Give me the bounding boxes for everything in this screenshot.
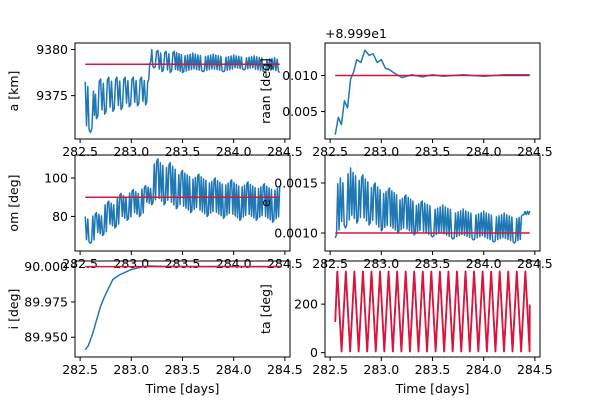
- y-axis-label-i: i [deg]: [6, 289, 21, 330]
- y-tick-label-raan: 0.005: [282, 104, 318, 119]
- x-tick-label-ta: 282.5: [312, 362, 348, 377]
- plot-area-a: [84, 48, 281, 134]
- x-tick-label-e: 282.5: [312, 256, 348, 271]
- x-tick-label-a: 284.0: [216, 144, 252, 159]
- x-tick-label-a: 283.5: [165, 144, 201, 159]
- x-tick-label-ta: 283.5: [415, 362, 451, 377]
- y-tick-label-om: 100: [44, 171, 68, 186]
- y-tick-label-om: 80: [52, 209, 68, 224]
- y-tick-label-e: 0.0015: [274, 176, 318, 191]
- x-tick-label-e: 284.5: [517, 256, 553, 271]
- y-axis-label-e: e: [258, 199, 273, 207]
- x-tick-label-a: 283.0: [113, 144, 149, 159]
- x-tick-label-ta: 284.5: [517, 362, 553, 377]
- x-tick-label-e: 283.0: [363, 256, 399, 271]
- plot-area-i: [84, 265, 280, 351]
- x-tick-label-ta: 283.0: [363, 362, 399, 377]
- x-tick-label-om: 283.5: [165, 256, 201, 271]
- subplot-grid: 282.5 283.0 283.5 284.0 284.5 9375 9380 a [km] 2…: [6, 26, 553, 396]
- x-tick-label-i: 283.0: [113, 362, 149, 377]
- y-tick-label-i: 89.975: [24, 294, 68, 309]
- x-tick-label-i: 283.5: [165, 362, 201, 377]
- plot-area-e: [334, 167, 531, 244]
- x-tick-label-e: 284.0: [466, 256, 502, 271]
- x-tick-label-raan: 284.5: [517, 144, 553, 159]
- plot-area-om: [84, 158, 281, 245]
- y-tick-label-raan: 0.010: [282, 68, 318, 83]
- x-tick-label-ta: 284.0: [466, 362, 502, 377]
- x-tick-label-a: 284.5: [267, 144, 303, 159]
- y-tick-label-ta: 200: [294, 297, 318, 312]
- y-tick-label-i: 90.000: [24, 259, 68, 274]
- x-tick-label-a: 282.5: [62, 144, 98, 159]
- x-axis-label-i: Time [days]: [145, 381, 220, 396]
- x-tick-label-i: 284.5: [267, 362, 303, 377]
- subplot-ta: 282.5 283.0 283.5 284.0 284.5 0 200 ta [deg] Tim…: [258, 260, 553, 396]
- x-tick-label-raan: 284.0: [466, 144, 502, 159]
- x-tick-label-om: 284.0: [216, 256, 252, 271]
- y-tick-label-i: 89.950: [24, 330, 68, 345]
- series-measured-om: [84, 158, 281, 245]
- x-tick-label-raan: 283.5: [415, 144, 451, 159]
- plot-area-raan: [334, 49, 530, 135]
- subplot-i: 282.5 283.0 283.5 284.0 284.5 89.950 89.975 90.…: [6, 259, 303, 396]
- x-tick-label-om: 284.5: [267, 256, 303, 271]
- series-measured-a: [84, 48, 281, 134]
- series-measured-e: [334, 167, 531, 244]
- y-axis-label-om: om [deg]: [6, 174, 21, 231]
- x-tick-label-raan: 283.0: [363, 144, 399, 159]
- plot-area-ta: [334, 270, 531, 353]
- y-tick-label-a: 9375: [36, 88, 68, 103]
- y-axis-label-a: a [km]: [6, 71, 21, 112]
- series-reference-ta: [334, 270, 531, 353]
- y-offset-label-raan: +8.999e1: [325, 26, 387, 41]
- y-tick-label-a: 9380: [36, 42, 68, 57]
- x-tick-label-e: 283.5: [415, 256, 451, 271]
- x-tick-label-i: 282.5: [62, 362, 98, 377]
- x-tick-label-raan: 282.5: [312, 144, 348, 159]
- x-axis-label-ta: Time [days]: [395, 381, 470, 396]
- y-tick-label-e: 0.0010: [274, 226, 318, 241]
- y-axis-label-ta: ta [deg]: [258, 284, 273, 334]
- y-tick-label-ta: 0: [310, 345, 318, 360]
- y-axis-label-raan: raan [deg]: [258, 58, 273, 124]
- x-tick-label-i: 284.0: [216, 362, 252, 377]
